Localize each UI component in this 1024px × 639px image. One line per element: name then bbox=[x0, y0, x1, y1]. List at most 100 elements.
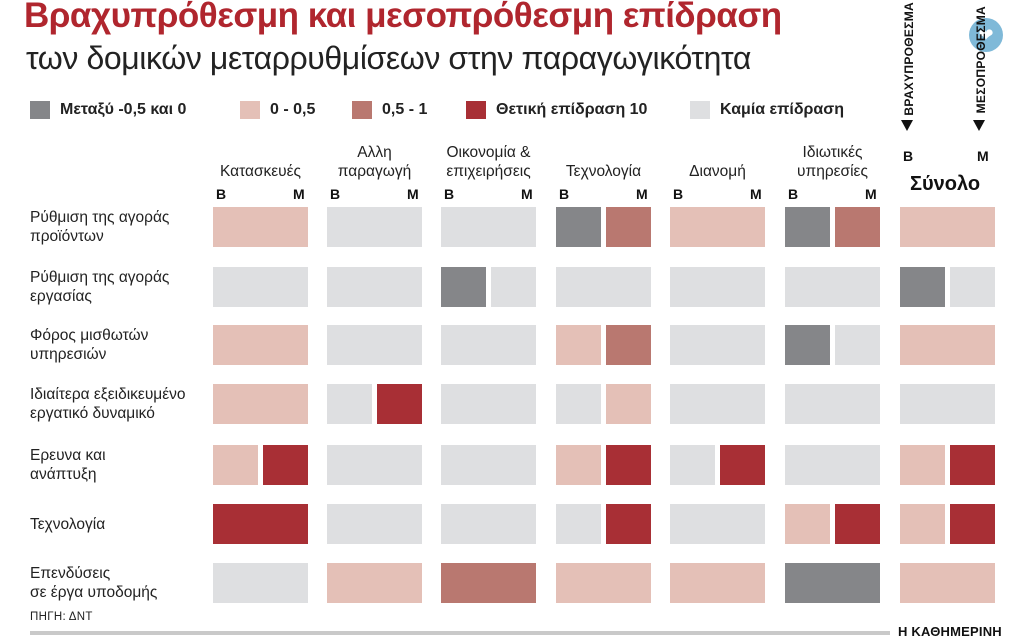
heatmap-cell bbox=[441, 325, 536, 365]
heatmap-cell bbox=[670, 325, 765, 365]
subcol-label-short: Β bbox=[788, 186, 799, 202]
heatmap-cell bbox=[900, 207, 995, 247]
heatmap-cell bbox=[327, 563, 422, 603]
heatmap-cell bbox=[606, 325, 651, 365]
heatmap-cell bbox=[785, 207, 830, 247]
heatmap-cell bbox=[900, 563, 995, 603]
chart-title: Βραχυπρόθεσμη και μεσοπρόθεσμη επίδραση bbox=[24, 0, 782, 35]
chart-subtitle: των δομικών μεταρρυθμίσεων στην παραγωγι… bbox=[26, 40, 751, 76]
subcol-label-short: Β bbox=[673, 186, 684, 202]
row-label-line: Ρύθμιση της αγοράς bbox=[30, 209, 170, 226]
row-label-line: εργασίας bbox=[30, 288, 92, 305]
heatmap-cell bbox=[213, 445, 258, 485]
row-label-4: Ιδιαίτερα εξειδικευμένο εργατικό δυναμικό bbox=[30, 385, 210, 423]
row-label-line: Επενδύσεις bbox=[30, 565, 111, 582]
row-label-line: υπηρεσιών bbox=[30, 346, 107, 363]
subcol-label-short: Β bbox=[444, 186, 455, 202]
heatmap-cell bbox=[785, 325, 830, 365]
legend-swatch bbox=[466, 101, 486, 119]
legend-item-mid: 0,5 - 1 bbox=[352, 101, 427, 119]
total-subcol-label-short: Β bbox=[903, 148, 914, 164]
heatmap-cell bbox=[441, 384, 536, 424]
legend-swatch bbox=[690, 101, 710, 119]
column-header-6: Ιδιωτικές υπηρεσίες bbox=[771, 141, 894, 181]
row-label-line: Ρύθμιση της αγοράς bbox=[30, 269, 170, 286]
heatmap-cell bbox=[556, 207, 601, 247]
heatmap-cell bbox=[900, 267, 945, 307]
heatmap-cell bbox=[835, 504, 880, 544]
legend-label: 0 - 0,5 bbox=[270, 101, 316, 118]
column-header-5: Διανομή bbox=[656, 141, 779, 181]
heatmap-cell bbox=[670, 267, 765, 307]
heatmap-cell bbox=[441, 563, 536, 603]
heatmap-cell bbox=[606, 384, 651, 424]
row-label-line: Ιδιαίτερα εξειδικευμένο bbox=[30, 386, 186, 403]
heatmap-cell bbox=[835, 325, 880, 365]
heatmap-cell bbox=[785, 563, 880, 603]
heatmap-cell bbox=[950, 445, 995, 485]
legend-label: Καμία επίδραση bbox=[720, 101, 844, 118]
heatmap-cell bbox=[556, 267, 651, 307]
heatmap-cell bbox=[327, 207, 422, 247]
column-header-4: Τεχνολογία bbox=[542, 141, 665, 181]
heatmap-cell bbox=[785, 384, 880, 424]
heatmap-cell bbox=[606, 445, 651, 485]
water-drop-icon: ❤ bbox=[969, 18, 1003, 52]
heatmap-cell bbox=[606, 207, 651, 247]
column-header-line: παραγωγή bbox=[337, 163, 412, 180]
heatmap-cell bbox=[670, 504, 765, 544]
legend-swatch bbox=[30, 101, 50, 119]
heatmap-cell bbox=[950, 504, 995, 544]
legend-label: 0,5 - 1 bbox=[382, 101, 428, 118]
subcol-label-medium: Μ bbox=[293, 186, 305, 202]
column-header-2: Αλλη παραγωγή bbox=[313, 141, 436, 181]
legend-item-none: Καμία επίδραση bbox=[690, 101, 844, 119]
subcol-label-short: Β bbox=[330, 186, 341, 202]
heatmap-cell bbox=[213, 384, 308, 424]
heatmap-cell bbox=[441, 445, 536, 485]
heatmap-cell bbox=[213, 504, 308, 544]
heatmap-cell bbox=[785, 267, 880, 307]
heatmap-cell bbox=[900, 504, 945, 544]
heatmap-cell bbox=[900, 325, 995, 365]
medium-term-vertical-label: ΜΕΣΟΠΡΟΘΕΣΜΑ bbox=[974, 6, 988, 114]
heatmap-cell bbox=[670, 563, 765, 603]
heatmap-cell bbox=[213, 207, 308, 247]
legend-swatch bbox=[240, 101, 260, 119]
row-label-line: ανάπτυξη bbox=[30, 466, 97, 483]
heatmap-cell bbox=[327, 267, 422, 307]
subcol-label-medium: Μ bbox=[521, 186, 533, 202]
heatmap-cell bbox=[720, 445, 765, 485]
legend-item-high: Θετική επίδραση 10 bbox=[466, 101, 647, 119]
heatmap-cell bbox=[606, 504, 651, 544]
heatmap-cell bbox=[213, 267, 308, 307]
bottom-rule bbox=[30, 631, 890, 635]
heatmap-cell bbox=[556, 504, 601, 544]
heatmap-cell bbox=[785, 445, 880, 485]
heatmap-cell bbox=[670, 207, 765, 247]
row-label-5: Ερευνα και ανάπτυξη bbox=[30, 446, 210, 484]
heatmap-cell bbox=[556, 384, 601, 424]
heatmap-cell bbox=[327, 445, 422, 485]
column-header-line: Τεχνολογία bbox=[565, 163, 642, 180]
source-note: ΠΗΓΗ: ΔΝΤ bbox=[30, 611, 93, 623]
heatmap-cell bbox=[263, 445, 308, 485]
column-header-line: Διανομή bbox=[689, 163, 746, 180]
row-label-3: Φόρος μισθωτών υπηρεσιών bbox=[30, 326, 210, 364]
row-label-2: Ρύθμιση της αγοράς εργασίας bbox=[30, 268, 210, 306]
row-label-line: Φόρος μισθωτών bbox=[30, 327, 149, 344]
subcol-label-short: Β bbox=[216, 186, 227, 202]
publisher-brand: Η ΚΑΘΗΜΕΡΙΝΗ bbox=[898, 624, 1002, 639]
heatmap-cell bbox=[441, 267, 486, 307]
column-header-1: Κατασκευές bbox=[199, 141, 322, 181]
heatmap-cell bbox=[327, 384, 372, 424]
column-header-line: υπηρεσίες bbox=[797, 163, 868, 180]
row-label-line: Ερευνα και bbox=[30, 447, 106, 464]
heatmap-cell bbox=[670, 384, 765, 424]
short-term-vertical-label: ΒΡΑΧΥΠΡΟΘΕΣΜΑ bbox=[902, 2, 916, 116]
legend-label: Μεταξύ -0,5 και 0 bbox=[60, 101, 187, 118]
heatmap-cell bbox=[491, 267, 536, 307]
heatmap-cell bbox=[213, 563, 308, 603]
row-label-line: προϊόντων bbox=[30, 228, 104, 245]
legend-swatch bbox=[352, 101, 372, 119]
